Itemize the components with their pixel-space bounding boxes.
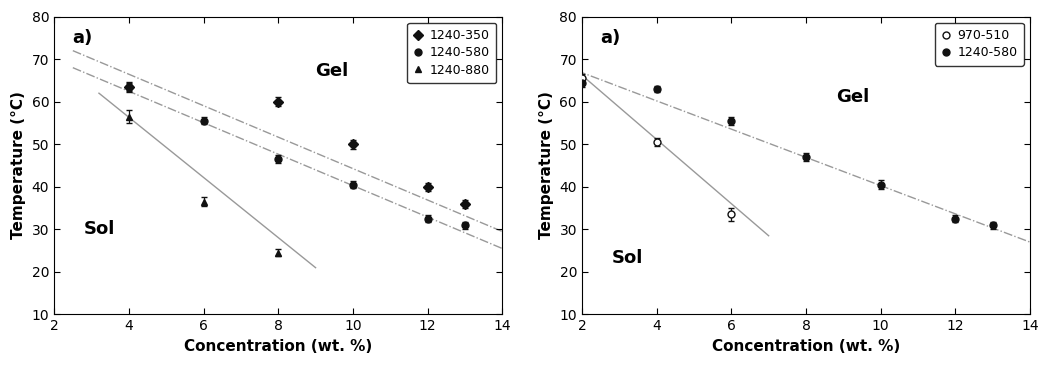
Legend: 1240-350, 1240-580, 1240-880: 1240-350, 1240-580, 1240-880 — [407, 23, 496, 83]
Text: a): a) — [600, 28, 621, 46]
Text: Gel: Gel — [316, 62, 349, 80]
Y-axis label: Temperature (°C): Temperature (°C) — [539, 92, 554, 239]
Text: Sol: Sol — [612, 249, 644, 268]
Text: Sol: Sol — [84, 220, 116, 238]
X-axis label: Concentration (wt. %): Concentration (wt. %) — [184, 339, 373, 354]
X-axis label: Concentration (wt. %): Concentration (wt. %) — [712, 339, 900, 354]
Y-axis label: Temperature (°C): Temperature (°C) — [12, 92, 26, 239]
Text: a): a) — [72, 28, 92, 46]
Legend: 970-510, 1240-580: 970-510, 1240-580 — [934, 23, 1024, 66]
Text: Gel: Gel — [836, 88, 869, 106]
